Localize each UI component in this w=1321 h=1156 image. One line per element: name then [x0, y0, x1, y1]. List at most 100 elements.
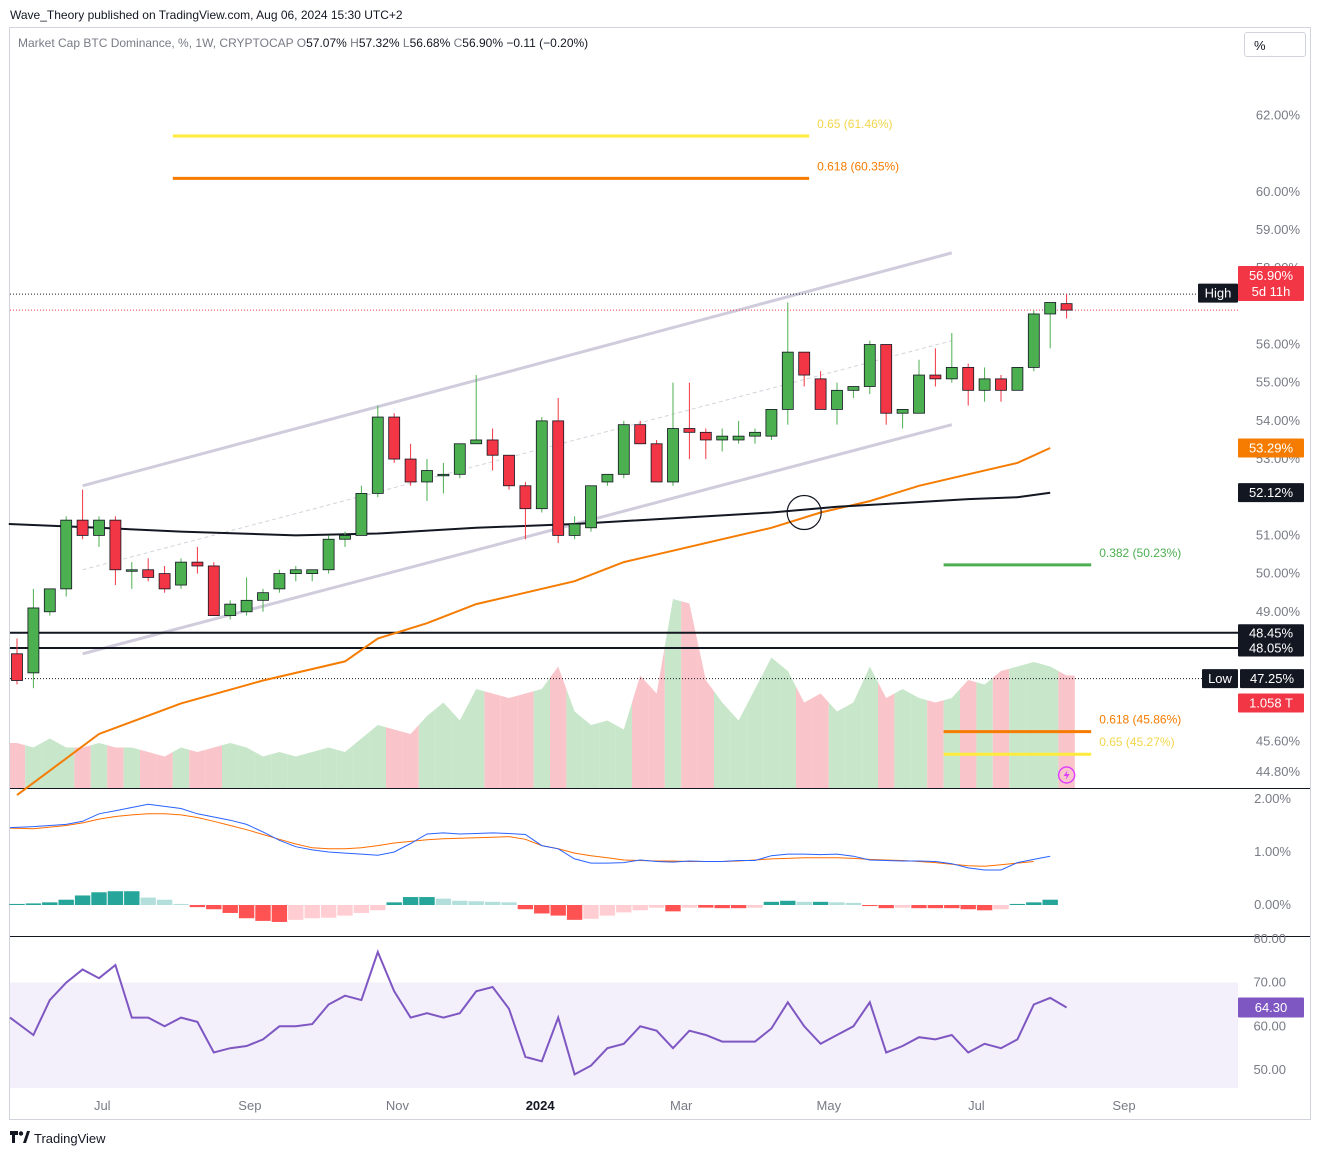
macd-histogram-bar — [238, 905, 255, 919]
price-axis-tick: 51.00% — [1256, 527, 1301, 542]
macd-histogram-bar — [42, 902, 58, 905]
candle-body — [175, 561, 187, 586]
candle-body — [437, 473, 450, 477]
fib-level-label: 0.382 (50.23%) — [1099, 546, 1181, 560]
volume-area-segment — [648, 646, 665, 788]
price-axis-tick: 50.00% — [1256, 566, 1301, 581]
macd-histogram-bar — [1042, 899, 1058, 905]
candle-body — [289, 569, 302, 574]
time-axis-tick: Jul — [94, 1098, 111, 1113]
candle-body — [601, 473, 614, 483]
volume-area-segment — [1009, 664, 1026, 788]
symbol-title: Market Cap BTC Dominance, %, 1W, CRYPTOC… — [18, 36, 294, 50]
macd-axis-tick: 2.00% — [1254, 791, 1291, 806]
candle-body — [585, 485, 597, 529]
support-level-tag-bg — [1238, 639, 1304, 657]
candle-body — [716, 435, 729, 441]
macd-histogram-bar — [550, 905, 566, 916]
macd-histogram-bar — [419, 897, 435, 905]
candle-body — [1027, 313, 1040, 368]
high-tag-bg — [1198, 283, 1238, 303]
macd-line — [9, 803, 1051, 871]
candle-body — [732, 435, 745, 441]
legend-high: 57.32% — [358, 36, 400, 50]
macd-histogram-bar — [599, 905, 616, 916]
macd-histogram-bar — [616, 905, 632, 913]
volume-area-segment — [943, 689, 960, 788]
macd-histogram-bar — [189, 905, 206, 908]
macd-axis-tick: 0.00% — [1254, 897, 1291, 912]
candle-body — [60, 519, 73, 590]
volume-area-segment — [484, 691, 501, 788]
macd-histogram-bar — [960, 905, 976, 910]
bar-countdown: 5d 11h — [1252, 284, 1291, 299]
rsi-value-tag-bg — [1238, 997, 1304, 1018]
candle-body — [322, 538, 335, 571]
volume-area-segment — [123, 747, 140, 788]
volume-area-segment — [500, 695, 518, 788]
price-axis-tick: 60.00% — [1256, 184, 1301, 199]
volume-area-segment — [796, 686, 813, 788]
macd-histogram-bar — [271, 905, 288, 922]
macd-histogram-bar — [337, 905, 353, 916]
volume-area-segment — [615, 702, 632, 788]
volume-area-segment — [418, 709, 436, 788]
macd-histogram-bar — [91, 892, 107, 905]
ma-orange-tag-bg — [1238, 438, 1304, 458]
volume-area-segment — [779, 664, 796, 788]
candle-body — [1011, 367, 1024, 391]
ma-black-tag-bg — [1238, 483, 1304, 503]
macd-histogram-bar — [501, 902, 517, 905]
lightning-icon — [1057, 766, 1076, 784]
volume-area-segment — [435, 702, 452, 788]
footer-brand[interactable]: TradingView — [10, 1131, 106, 1146]
macd-histogram-bar — [583, 905, 599, 919]
rsi-band — [10, 982, 1238, 1088]
volume-area-segment — [468, 689, 485, 788]
candle-body — [995, 378, 1007, 391]
candle-body — [388, 416, 401, 460]
price-axis-tick: 44.80% — [1256, 764, 1301, 779]
macd-histogram-bar — [173, 903, 189, 905]
macd-histogram-bar — [74, 895, 91, 905]
support-level-tag: 48.45% — [1249, 625, 1294, 640]
legend-change: −0.11 (−0.20%) — [506, 36, 589, 50]
candle-body — [355, 493, 368, 536]
candle-body — [371, 416, 384, 494]
candle-body — [667, 428, 679, 483]
volume-area-segment — [894, 689, 911, 788]
candle-body — [27, 607, 40, 674]
candle-body — [503, 454, 515, 487]
macd-histogram-bar — [829, 902, 845, 905]
candle-body — [699, 431, 712, 441]
rsi-value-tag: 64.30 — [1255, 1000, 1288, 1015]
volume-area-segment — [1058, 671, 1075, 788]
moving-average-orange — [16, 447, 1051, 796]
channel-upper-line — [82, 251, 953, 488]
macd-histogram-bar — [320, 905, 337, 918]
volume-area-segment — [205, 745, 222, 788]
symbol-legend: Market Cap BTC Dominance, %, 1W, CRYPTOC… — [18, 36, 588, 50]
macd-histogram-bar — [124, 891, 140, 905]
macd-histogram-bar — [58, 899, 74, 905]
volume-area-segment — [1025, 662, 1042, 788]
percent-scale-button[interactable]: % — [1244, 32, 1306, 57]
macd-histogram-bar — [780, 900, 796, 905]
time-axis-tick: Sep — [1112, 1098, 1135, 1113]
candle-body — [1044, 302, 1057, 315]
candle-body — [453, 443, 466, 475]
last-price-tag: 56.90% — [1249, 268, 1294, 283]
macd-histogram-bar — [435, 898, 452, 905]
legend-low-key: L — [402, 36, 410, 50]
legend-low: 56.68% — [409, 36, 451, 50]
volume-area-segment — [90, 743, 108, 788]
macd-histogram-bar — [747, 905, 763, 908]
candle-body — [273, 573, 286, 590]
macd-histogram-bar — [665, 905, 681, 912]
macd-histogram-bar — [288, 905, 304, 920]
macd-histogram-bar — [468, 901, 484, 905]
candle-body — [962, 367, 975, 391]
volume-area-segment — [156, 752, 173, 788]
macd-histogram-bar — [730, 905, 747, 909]
